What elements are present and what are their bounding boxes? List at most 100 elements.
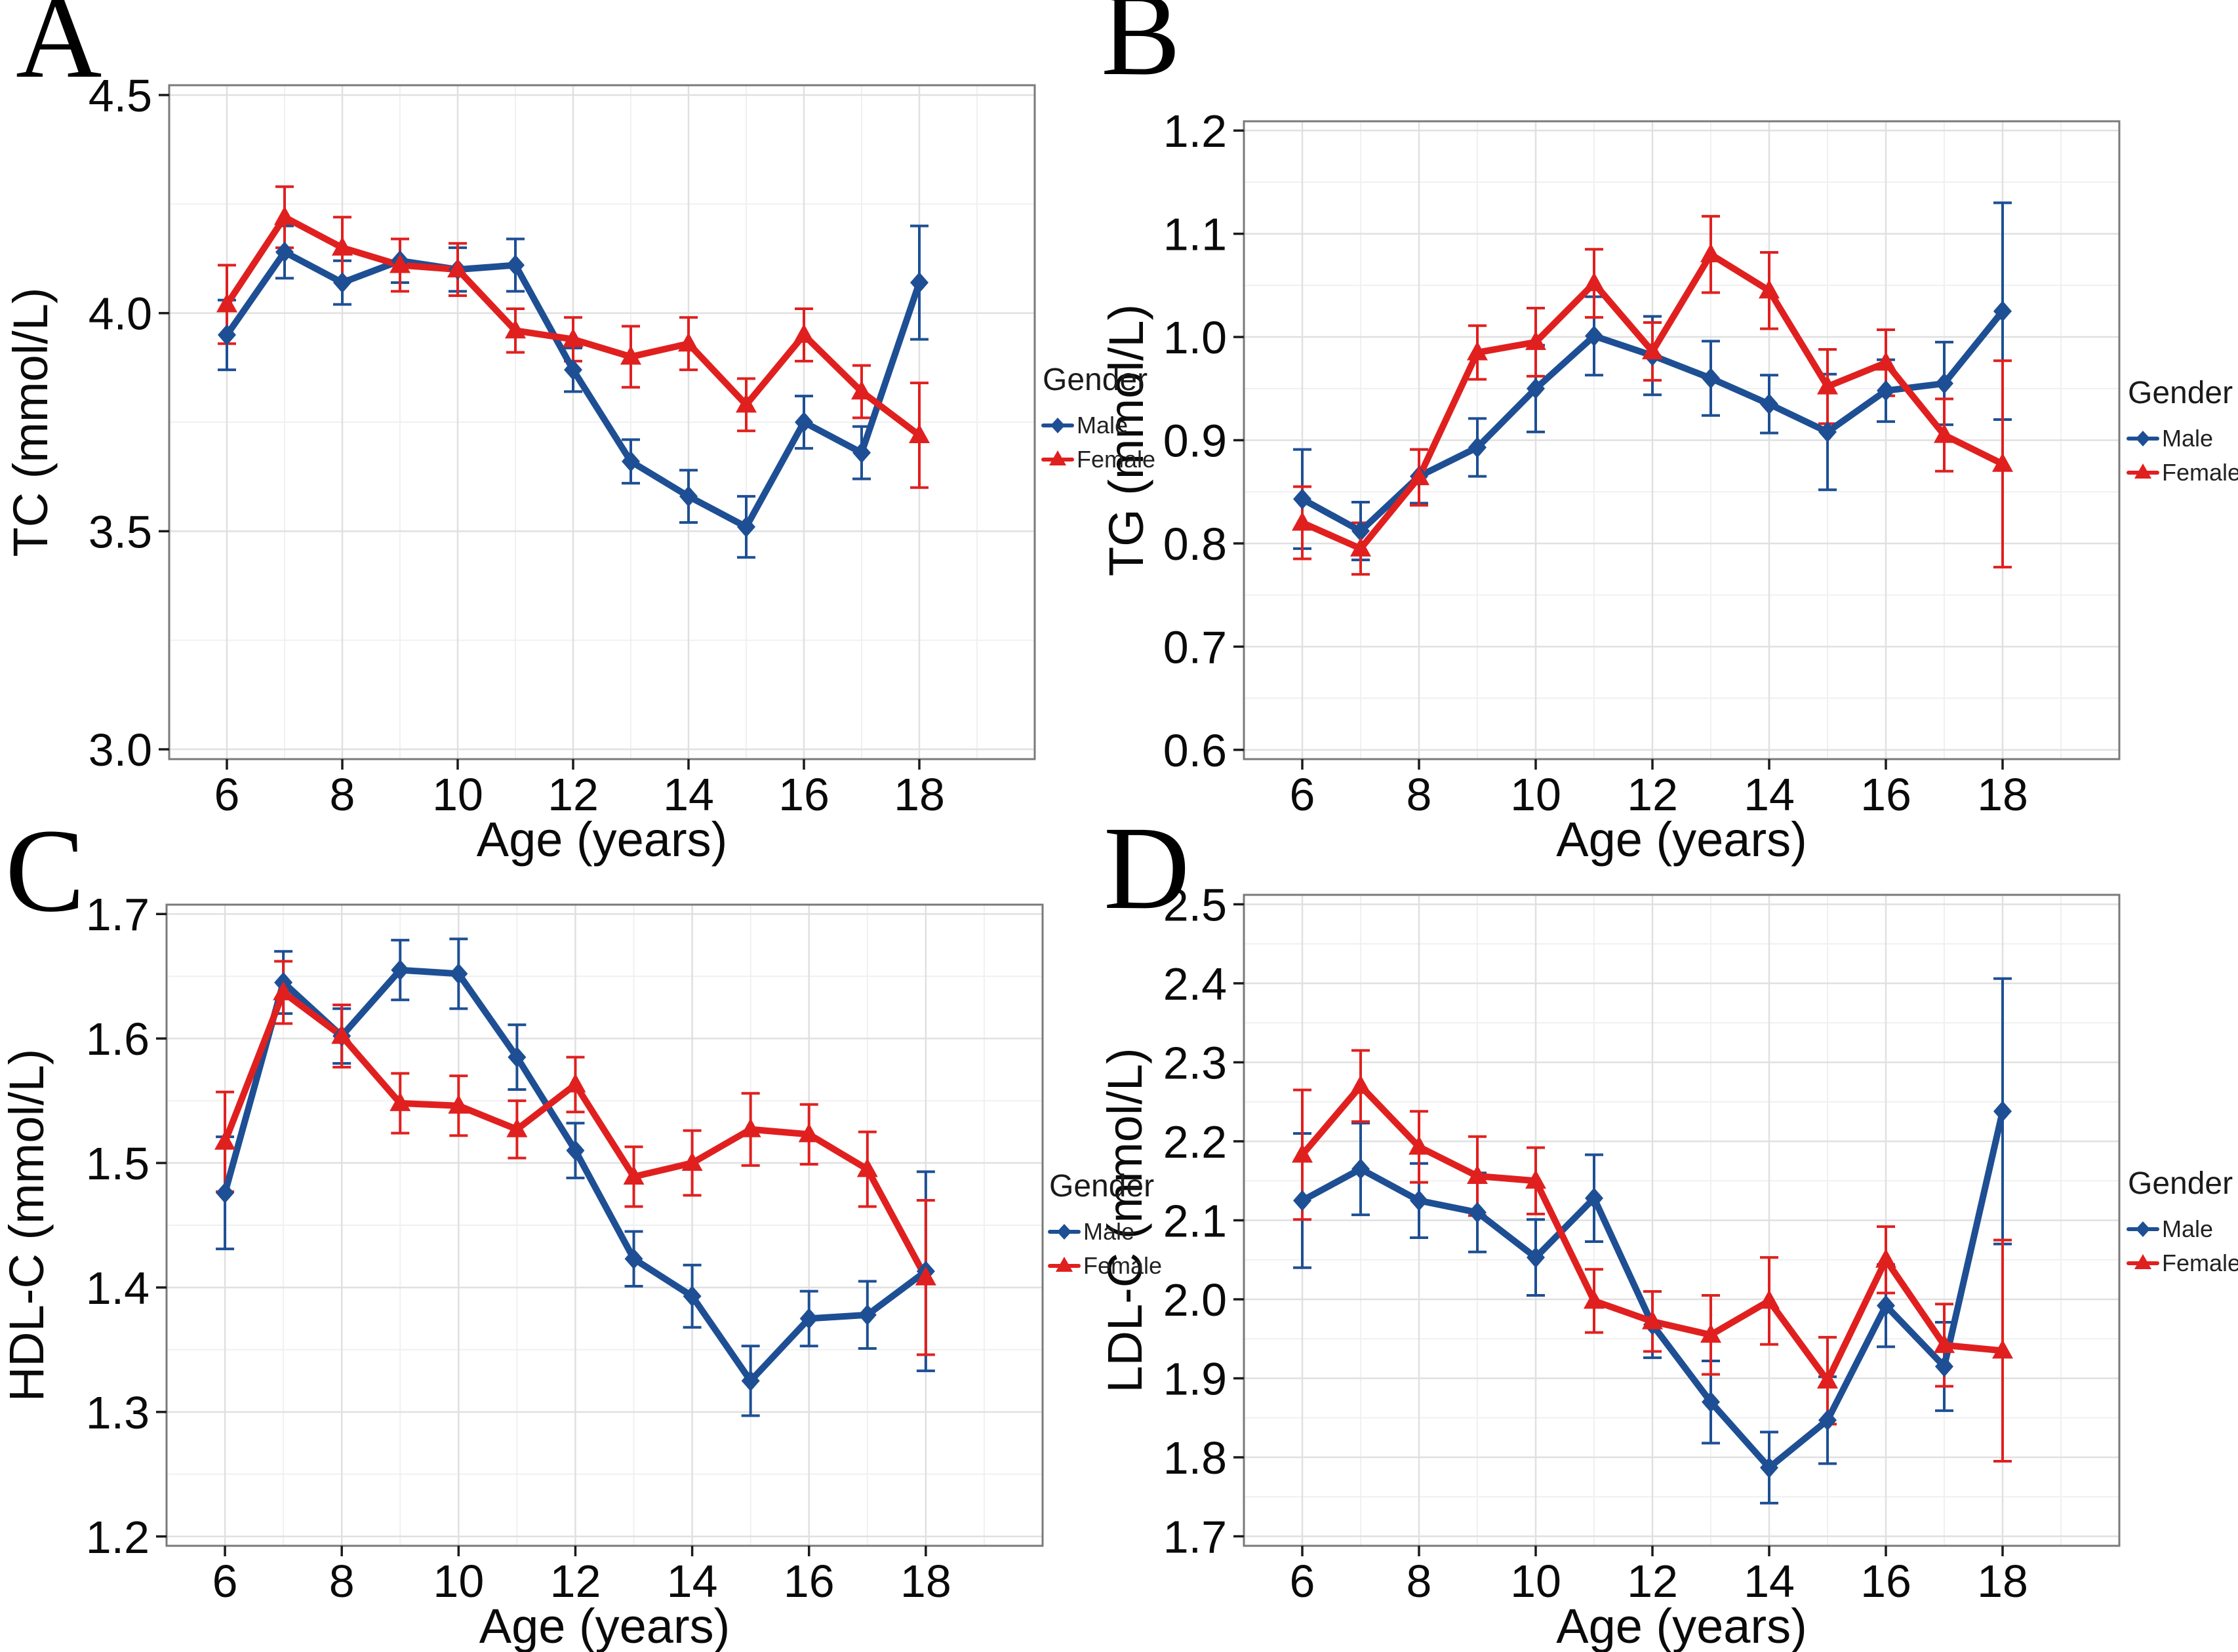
x-tick-label: 6 <box>212 1556 238 1607</box>
panel-border <box>168 84 1036 760</box>
x-tick-label: 10 <box>433 1556 484 1607</box>
female-marker <box>1642 340 1663 360</box>
legend-item-female: Female <box>1041 442 1156 477</box>
female-marker <box>331 1025 353 1044</box>
x-tick-label: 10 <box>1510 1556 1561 1607</box>
y-tick-label: 1.3 <box>86 1387 150 1438</box>
male-marker <box>799 1308 818 1329</box>
x-tick-label: 6 <box>214 769 240 820</box>
male-key-marker <box>2136 1221 2150 1237</box>
legend-ldl: Gender Male Female <box>2127 1166 2238 1280</box>
female-marker <box>563 328 584 347</box>
male-key-icon <box>2127 431 2159 446</box>
female-marker <box>505 319 526 339</box>
female-marker <box>1292 511 1313 531</box>
male-marker <box>1877 380 1895 401</box>
male-marker <box>1410 1190 1428 1211</box>
y-axis-title: LDL-C (mmol/L) <box>1098 1048 1152 1392</box>
panel-hdl: C 1.2 1.3 1.4 1.5 1.6 1.7 6 8 10 12 14 16 18 Age (yea… <box>0 812 1162 1652</box>
male-marker <box>1702 368 1720 389</box>
female-marker <box>856 1158 878 1177</box>
male-key-marker <box>1050 418 1065 433</box>
female-marker <box>623 1165 645 1185</box>
x-tick-label: 18 <box>1977 1556 2028 1607</box>
female-marker <box>1934 423 1955 443</box>
x-tick-label: 14 <box>1744 1556 1795 1607</box>
x-tick-label: 8 <box>329 1556 355 1607</box>
male-marker <box>566 1140 585 1162</box>
legend-hdl: Gender Male Female <box>1048 1168 1162 1283</box>
male-marker <box>679 486 698 507</box>
y-tick-label: 2.1 <box>1163 1196 1227 1247</box>
female-key-icon <box>2127 463 2159 479</box>
male-marker <box>333 272 351 294</box>
male-marker <box>508 1046 527 1068</box>
female-marker <box>1992 1339 2013 1359</box>
male-marker <box>1935 372 1953 394</box>
panel-tg: B 0.6 0.7 0.8 0.9 1.0 1.1 1.2 6 8 10 12 14 16 18 Age (… <box>1099 0 2238 867</box>
female-marker <box>390 254 410 273</box>
y-tick-label: 1.4 <box>86 1263 150 1314</box>
y-tick-label: 1.2 <box>86 1512 150 1563</box>
x-axis-title: Age (years) <box>479 1599 730 1652</box>
male-marker <box>216 1182 235 1204</box>
male-marker <box>624 1248 643 1270</box>
x-tick-label: 8 <box>330 769 355 820</box>
male-marker <box>275 241 294 263</box>
legend-title: Gender <box>2128 376 2233 410</box>
legend-item-female: Female <box>2127 456 2238 490</box>
legend-item-male: Male <box>2127 1212 2214 1246</box>
y-tick-label: 2.4 <box>1163 958 1227 1010</box>
female-marker <box>506 1118 528 1137</box>
male-key-marker <box>1057 1224 1071 1240</box>
female-marker <box>915 1266 936 1286</box>
legend-item-male: Male <box>1041 408 1128 442</box>
y-tick-label: 1.9 <box>1163 1354 1227 1405</box>
x-tick-label: 10 <box>432 769 483 820</box>
female-marker <box>1642 1310 1663 1329</box>
tc-chart: 3.0 3.5 4.0 4.5 6 8 10 12 14 16 18 Age (years) TC (m… <box>3 70 1036 867</box>
female-key-marker <box>1056 1257 1073 1272</box>
male-marker <box>1818 1409 1837 1431</box>
x-tick-label: 10 <box>1510 769 1561 820</box>
female-marker <box>1292 1143 1313 1163</box>
male-marker <box>1351 1158 1370 1180</box>
male-marker <box>1818 421 1837 442</box>
female-marker <box>1409 466 1429 486</box>
legend-label-female: Female <box>1077 446 1156 473</box>
female-marker <box>565 1073 586 1093</box>
male-marker <box>1468 437 1487 458</box>
x-tick-label: 16 <box>778 769 829 820</box>
female-marker <box>447 258 468 278</box>
y-axis-title: TG (mmol/L) <box>1099 304 1153 576</box>
male-marker <box>506 254 525 276</box>
male-marker <box>1585 1187 1603 1209</box>
x-tick-label: 14 <box>667 1556 718 1607</box>
panel-letter-a: A <box>16 0 102 103</box>
x-tick-label: 16 <box>1860 769 1911 820</box>
y-tick-label: 3.0 <box>89 724 152 776</box>
female-key-icon <box>1048 1257 1081 1272</box>
legend-label-male: Male <box>2162 1215 2214 1242</box>
y-axis-title: HDL-C (mmol/L) <box>0 1049 54 1402</box>
female-marker <box>1409 1135 1429 1155</box>
male-key-marker <box>2136 431 2150 446</box>
legend-tg: Gender Male Female <box>2127 375 2238 490</box>
female-marker <box>1875 1248 1896 1268</box>
female-marker <box>1350 1074 1371 1094</box>
male-marker <box>1760 1457 1778 1478</box>
male-marker <box>1993 1101 2012 1122</box>
male-marker <box>737 516 755 538</box>
female-marker <box>1817 375 1838 395</box>
male-marker <box>1760 393 1778 415</box>
y-tick-label: 1.6 <box>86 1013 150 1065</box>
y-tick-label: 1.7 <box>86 889 150 940</box>
y-tick-label: 4.0 <box>89 288 152 340</box>
x-tick-label: 14 <box>1744 769 1795 820</box>
male-marker <box>683 1286 702 1307</box>
female-marker <box>1817 1369 1838 1389</box>
legend-item-female: Female <box>1048 1249 1162 1283</box>
female-key-icon <box>1041 450 1074 465</box>
male-marker <box>910 272 929 294</box>
legend-label-female: Female <box>2162 459 2238 486</box>
